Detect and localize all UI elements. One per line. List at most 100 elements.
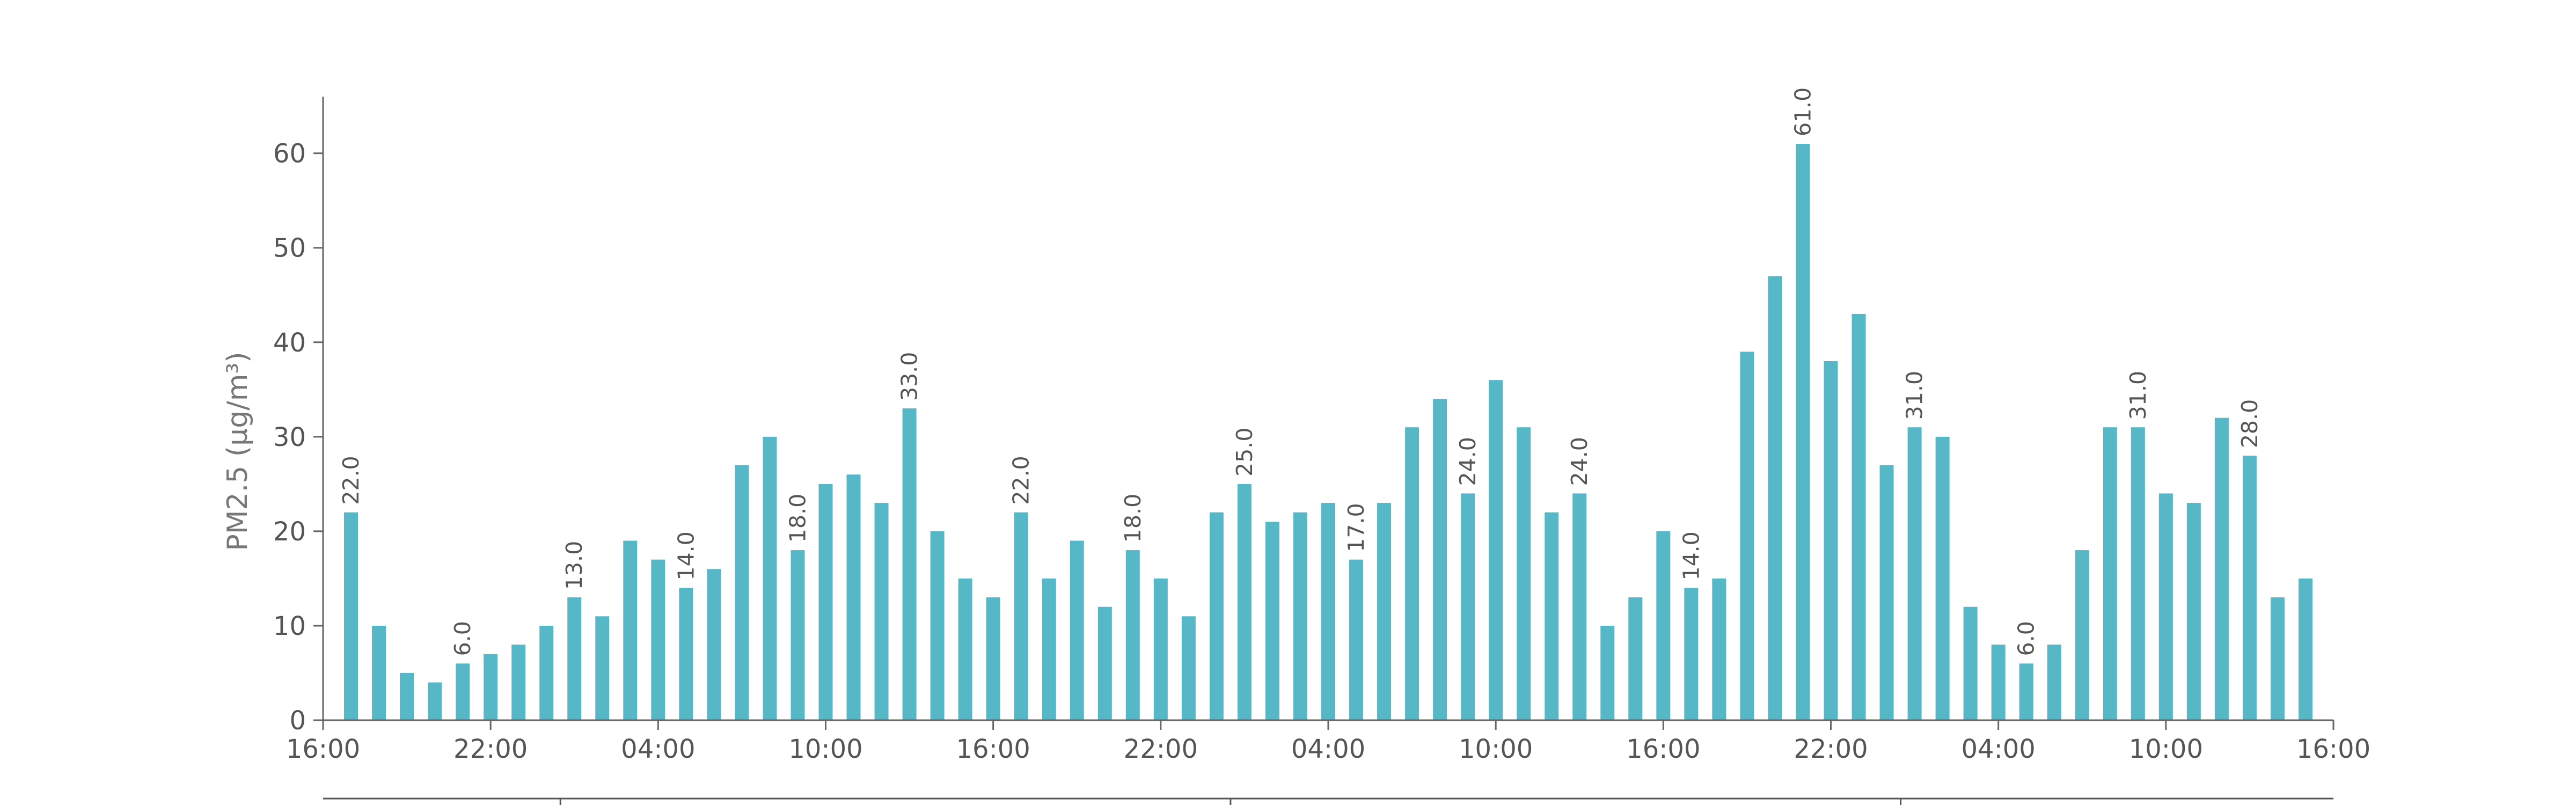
x-tick-label-8: 16:00 [1626, 734, 1700, 764]
bar-15 [763, 436, 777, 720]
y-ticks-group: 0 10 20 30 40 50 60 [273, 139, 323, 736]
bar-65 [2158, 493, 2173, 720]
data-label-32: 25.0 [1232, 428, 1257, 477]
y-tick-label-0: 0 [289, 706, 306, 736]
data-label-4: 6.0 [450, 621, 475, 656]
bar-35 [1321, 503, 1335, 720]
x-tick-label-0: 16:00 [286, 734, 360, 764]
bar-42 [1517, 427, 1531, 720]
bar-45 [1600, 625, 1615, 720]
bar-61 [2047, 645, 2061, 720]
bar-68 [2242, 456, 2257, 720]
bar-69 [2270, 597, 2285, 720]
bar-47 [1656, 531, 1671, 720]
bar-11 [651, 559, 665, 720]
data-label-24: 22.0 [1008, 456, 1034, 504]
bar-53 [1824, 361, 1838, 720]
data-labels-group: 22.0 6.0 13.0 14.0 18.0 33.0 22.0 18.0 25.0 17.0 2… [338, 87, 2263, 656]
data-label-68: 28.0 [2237, 399, 2263, 448]
bar-43 [1545, 512, 1559, 720]
bars-group [344, 144, 2312, 720]
bar-21 [930, 531, 945, 720]
bar-30 [1181, 616, 1196, 720]
data-label-60: 6.0 [2014, 621, 2039, 656]
x-tick-label-10: 04:00 [1962, 734, 2036, 764]
secondary-x-ticks-group [559, 799, 1902, 805]
bar-8 [567, 597, 582, 720]
bar-23 [986, 597, 1000, 720]
y-tick-label-30: 30 [273, 422, 306, 452]
bar-59 [1991, 645, 2006, 720]
bar-33 [1265, 522, 1279, 720]
data-label-36: 17.0 [1343, 503, 1369, 552]
bar-51 [1768, 276, 1782, 720]
bar-60 [2019, 663, 2033, 720]
bar-63 [2103, 427, 2117, 720]
bar-34 [1293, 512, 1307, 720]
bar-44 [1572, 493, 1587, 720]
y-tick-label-10: 10 [273, 611, 306, 641]
bar-9 [595, 616, 610, 720]
x-tick-label-3: 10:00 [788, 734, 862, 764]
bar-29 [1153, 578, 1168, 720]
data-label-28: 18.0 [1120, 494, 1146, 543]
bar-57 [1935, 436, 1950, 720]
bar-0 [344, 512, 358, 720]
bar-48 [1684, 588, 1699, 720]
bar-46 [1628, 597, 1643, 720]
bar-62 [2075, 550, 2089, 720]
bar-41 [1489, 380, 1503, 720]
y-tick-label-60: 60 [273, 139, 306, 169]
bar-6 [511, 645, 526, 720]
x-tick-label-9: 22:00 [1794, 734, 1868, 764]
bar-1 [372, 625, 386, 720]
bar-7 [539, 625, 554, 720]
x-tick-label-12: 16:00 [2296, 734, 2370, 764]
bar-28 [1125, 550, 1140, 720]
bar-39 [1433, 399, 1447, 720]
data-label-40: 24.0 [1455, 437, 1481, 486]
x-tick-label-2: 04:00 [621, 734, 695, 764]
bar-55 [1879, 465, 1894, 720]
bar-20 [902, 408, 917, 720]
bar-52 [1796, 144, 1810, 720]
x-tick-label-4: 16:00 [956, 734, 1030, 764]
bar-31 [1209, 512, 1224, 720]
bar-17 [818, 484, 833, 720]
bar-50 [1740, 352, 1754, 720]
bar-67 [2214, 418, 2229, 720]
bar-12 [679, 588, 693, 720]
bar-37 [1377, 503, 1392, 720]
bar-58 [1963, 606, 1978, 720]
bar-16 [791, 550, 805, 720]
bar-3 [428, 682, 442, 720]
bar-18 [846, 474, 861, 720]
bar-49 [1712, 578, 1726, 720]
bar-24 [1014, 512, 1028, 720]
bar-64 [2131, 427, 2145, 720]
bar-26 [1070, 540, 1084, 720]
y-tick-label-20: 20 [273, 517, 306, 547]
bar-2 [400, 672, 414, 720]
data-label-16: 18.0 [785, 494, 810, 543]
x-tick-label-7: 10:00 [1459, 734, 1533, 764]
data-label-44: 24.0 [1567, 437, 1592, 486]
x-tick-label-11: 10:00 [2129, 734, 2203, 764]
bar-36 [1349, 559, 1364, 720]
data-label-48: 14.0 [1678, 531, 1704, 580]
bar-66 [2186, 503, 2201, 720]
data-label-52: 61.0 [1790, 87, 1816, 136]
x-tick-label-6: 04:00 [1291, 734, 1365, 764]
bar-10 [623, 540, 638, 720]
data-label-56: 31.0 [1902, 371, 1928, 420]
bar-54 [1851, 313, 1866, 720]
x-ticks-group: 16:00 22:00 04:00 10:00 16:00 22:00 04:00 10:00… [286, 720, 2370, 764]
y-axis-title: PM2.5 (μg/m³) [222, 352, 254, 551]
bar-56 [1907, 427, 1922, 720]
bar-22 [958, 578, 972, 720]
bar-32 [1237, 484, 1252, 720]
data-label-64: 31.0 [2125, 371, 2151, 420]
data-label-12: 14.0 [673, 531, 699, 580]
y-tick-label-40: 40 [273, 328, 306, 358]
